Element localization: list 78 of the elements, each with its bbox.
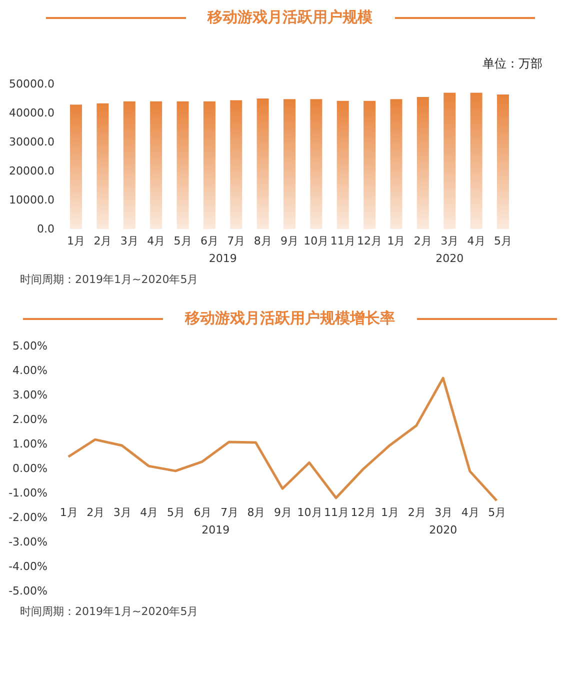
annotation: 2019 (202, 524, 230, 537)
y-tick-label: -4.00% (8, 560, 48, 573)
x-tick-label: 11月 (324, 506, 350, 520)
y-tick-label: 20000.0 (9, 164, 54, 178)
bar (416, 97, 429, 229)
x-tick-label: 2月 (408, 506, 426, 520)
x-tick-label: 4月 (467, 234, 486, 248)
bar (364, 100, 376, 229)
y-tick-label: 3.00% (12, 388, 48, 402)
y-tick-label: 4.00% (12, 364, 48, 377)
y-tick-label: 0.0 (37, 222, 54, 236)
x-tick-label: 5月 (488, 506, 506, 520)
x-tick-label: 3月 (120, 234, 138, 248)
y-tick-label: 1.00% (12, 438, 48, 450)
text: 2019 (208, 252, 237, 265)
y-tick-label: -5.00% (8, 584, 48, 598)
x-tick-label: 1月 (381, 506, 400, 520)
bar (470, 92, 482, 229)
bar (123, 101, 136, 229)
x-tick-label: 7月 (227, 234, 246, 248)
x-tick-label: 11月 (330, 234, 356, 248)
x-tick-label: 9月 (274, 506, 292, 520)
bar (230, 100, 242, 229)
x-tick-label: 1月 (67, 234, 86, 248)
bar (203, 101, 216, 229)
x-tick-label: 9月 (280, 234, 298, 248)
x-tick-label: 6月 (200, 234, 218, 248)
chart-title: 移动游戏月活跃用户规模 (208, 8, 372, 27)
x-tick-label: 8月 (247, 506, 266, 520)
x-tick-label: 2月 (414, 234, 432, 248)
y-tick-label: 40000.0 (9, 106, 54, 120)
y-tick-label: 30000.0 (9, 136, 54, 148)
bar (310, 99, 322, 229)
y-tick-label: 0.00% (12, 462, 48, 475)
x-tick-label: 12月 (357, 234, 382, 248)
x-tick-label: 2月 (86, 506, 105, 520)
annotation: 2020 (429, 524, 458, 537)
x-tick-label: 7月 (220, 506, 238, 520)
x-tick-label: 3月 (434, 506, 453, 520)
bar (150, 101, 162, 229)
line-series (67, 376, 498, 502)
chart-title: 移动游戏月活跃用户规模增长率 (185, 309, 395, 328)
y-tick-label: -3.00% (8, 536, 48, 548)
y-tick-label: -2.00% (8, 511, 48, 524)
x-tick-label: 3月 (440, 234, 459, 248)
bar (96, 103, 109, 229)
bar (283, 99, 296, 229)
x-tick-label: 8月 (254, 234, 272, 248)
text: 时间周期：2019年1月~2020年5月 (20, 604, 200, 619)
y-tick-label: 10000.0 (9, 194, 54, 206)
x-tick-label: 12月 (350, 506, 376, 520)
x-tick-label: 5月 (166, 506, 185, 520)
x-tick-label: 4月 (461, 506, 480, 520)
x-tick-label: 3月 (113, 506, 132, 520)
bar (70, 104, 82, 229)
bar (336, 100, 349, 229)
x-tick-label: 1月 (60, 506, 78, 520)
y-tick-label: 2.00% (12, 413, 48, 426)
bar (496, 94, 509, 229)
y-tick-label: 5.00% (12, 340, 48, 352)
text: 时间周期：2019年1月~2020年5月 (20, 272, 200, 287)
x-tick-label: 5月 (494, 234, 512, 248)
x-tick-label: 4月 (147, 234, 166, 248)
y-tick-label: 50000.0 (9, 78, 54, 90)
x-tick-label: 4月 (140, 506, 158, 520)
bar (256, 98, 269, 229)
y-axis-title: 单位：万部 (482, 56, 542, 70)
text: 2020 (436, 252, 464, 265)
x-tick-label: 2月 (94, 234, 112, 248)
y-tick-label: -1.00% (8, 486, 48, 500)
bar (444, 92, 456, 229)
x-tick-label: 10月 (297, 506, 322, 520)
x-tick-label: 1月 (387, 234, 406, 248)
bar (176, 101, 189, 229)
bar (390, 99, 402, 229)
x-tick-label: 5月 (174, 234, 192, 248)
x-tick-label: 6月 (194, 506, 212, 520)
x-tick-label: 10月 (304, 234, 329, 248)
